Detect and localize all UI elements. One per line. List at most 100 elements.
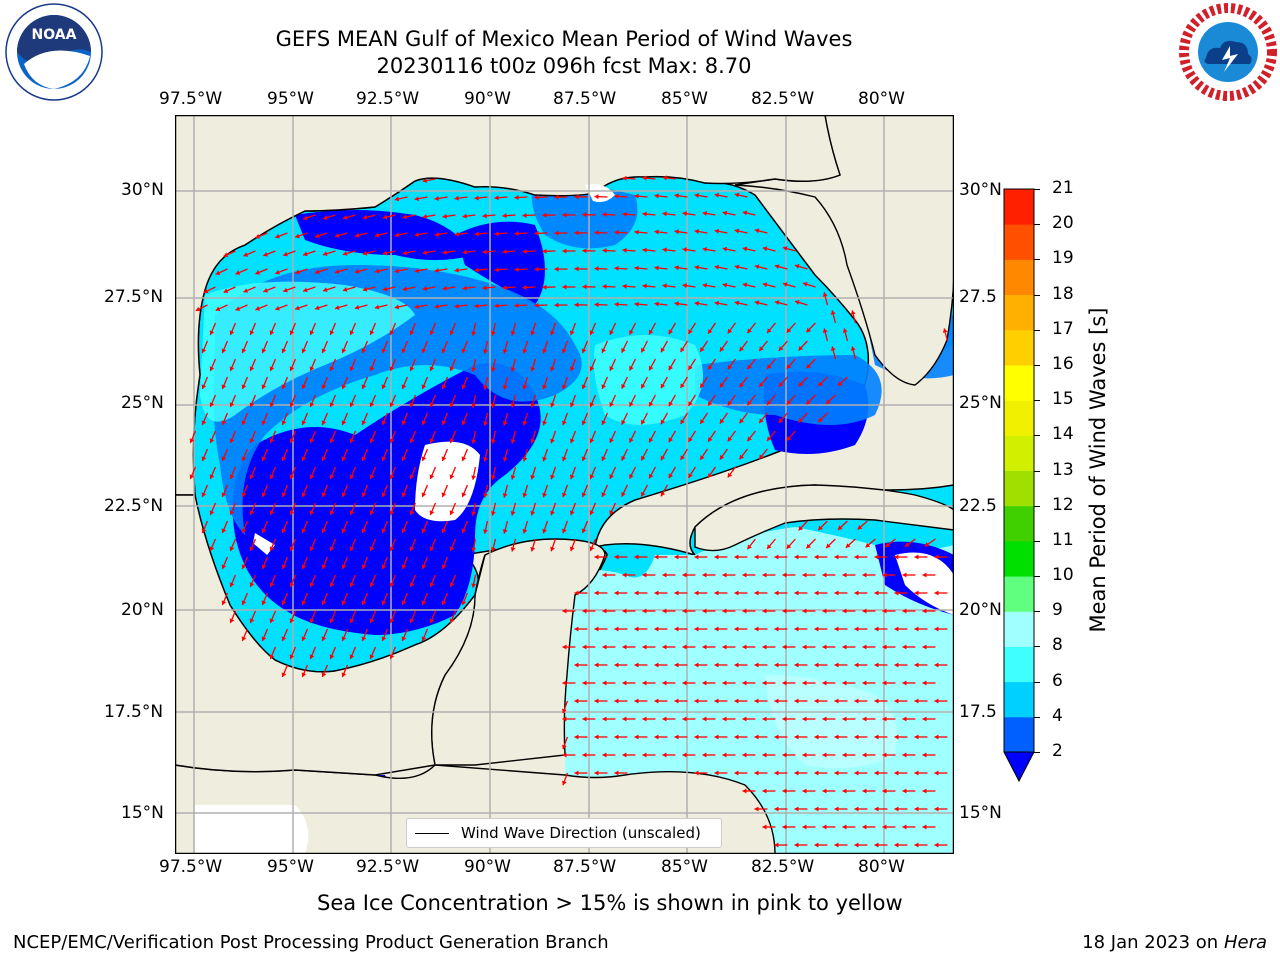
wind-wave-arrowhead (569, 474, 575, 480)
wind-wave-arrowhead (341, 420, 347, 425)
wind-wave-arrowhead (281, 528, 287, 533)
wind-wave-arrowhead (924, 542, 930, 547)
lat-label: 30°N (959, 180, 1002, 200)
wind-wave-arrowhead (263, 287, 268, 293)
wind-wave-arrowhead (602, 572, 607, 578)
wind-wave-arrowhead (295, 233, 300, 239)
wind-wave-arrowhead (874, 734, 879, 740)
wind-wave-arrowhead (614, 265, 619, 271)
wind-wave-arrowhead (762, 644, 767, 650)
wind-wave-arrowhead (574, 194, 579, 200)
wind-wave-arrowhead (289, 546, 295, 551)
wind-wave-arrowhead (582, 716, 587, 722)
wind-wave-arrowhead (249, 582, 255, 587)
wind-wave-arrowhead (894, 662, 899, 668)
wind-wave-arrowhead (530, 510, 536, 516)
wind-wave-arrowhead (349, 438, 355, 443)
wind-wave-arrowhead (441, 348, 447, 353)
wind-wave-arrowhead (409, 438, 415, 443)
wind-wave-arrowhead (654, 590, 659, 596)
wind-wave-arrowhead (374, 232, 380, 238)
wind-wave-arrowhead (688, 329, 693, 334)
wind-wave-arrowhead (742, 788, 747, 794)
wind-wave-arrowhead (602, 608, 607, 614)
wind-wave-arrowhead (660, 347, 666, 353)
wind-wave-arrowhead (609, 510, 614, 515)
wind-wave-arrowhead (522, 212, 527, 218)
wind-wave-arrowhead (904, 542, 910, 547)
wind-wave-arrowhead (714, 192, 720, 198)
wind-wave-arrowhead (369, 654, 375, 659)
wind-wave-arrowhead (369, 618, 375, 623)
wind-wave-arrowhead (934, 698, 939, 704)
noaa-logo-text: NOAA (32, 27, 77, 43)
period-band-6-8 (200, 281, 415, 422)
wind-wave-arrowhead (255, 306, 261, 311)
wind-wave-arrowhead (275, 305, 280, 311)
wind-wave-arrowhead (321, 456, 327, 461)
colorbar-segment (1004, 435, 1034, 471)
wind-wave-arrowhead (550, 510, 555, 516)
wind-wave-arrowhead (361, 600, 367, 605)
wind-wave-arrowhead (594, 770, 599, 776)
wind-wave-arrowhead (854, 842, 859, 848)
wind-wave-arrowhead (369, 546, 375, 551)
wind-wave-arrowhead (409, 402, 415, 407)
wind-wave-arrowhead (554, 230, 559, 236)
missing-data-patch (253, 533, 275, 555)
wind-wave-arrowhead (774, 300, 780, 306)
wind-wave-arrowhead (894, 770, 899, 776)
wind-wave-arrowhead (235, 270, 241, 275)
wind-wave-arrowhead (794, 554, 799, 560)
wind-wave-arrowhead (902, 572, 907, 578)
wind-wave-arrowhead (674, 554, 679, 560)
wind-wave-arrowhead (554, 266, 559, 272)
wind-wave-arrowhead (534, 302, 539, 308)
wind-wave-arrowhead (249, 402, 255, 407)
wind-wave-arrowhead (510, 511, 516, 516)
wind-wave-arrowhead (249, 546, 255, 551)
wind-wave-arrowhead (602, 716, 607, 722)
wind-wave-arrowhead (454, 303, 459, 309)
wind-wave-arrowhead (581, 420, 587, 426)
wind-wave-arrowhead (534, 230, 539, 236)
wind-wave-arrowhead (694, 193, 699, 198)
wind-wave-arrowhead (301, 528, 307, 533)
wind-wave-arrowhead (662, 608, 667, 614)
wind-wave-arrowhead (421, 456, 427, 461)
wind-wave-arrowhead (369, 402, 375, 407)
wind-wave-arrowhead (542, 456, 547, 462)
wind-wave-arrowhead (682, 644, 687, 650)
wind-wave-arrowhead (490, 439, 496, 444)
wind-wave-arrowhead (601, 492, 607, 497)
wind-wave-arrowhead (223, 252, 229, 257)
lon-label: 85°W (661, 89, 708, 109)
wind-wave-arrowhead (719, 418, 725, 424)
wind-wave-arrowhead (842, 572, 847, 578)
wind-wave-arrowhead (389, 474, 395, 479)
wind-wave-arrowhead (461, 456, 467, 461)
wind-wave-arrowhead (734, 698, 739, 704)
wind-wave-arrowhead (301, 564, 307, 569)
wind-wave-arrowhead (702, 752, 707, 758)
wind-wave-arrowhead (550, 366, 555, 372)
wind-wave-arrowhead (837, 381, 843, 386)
wind-wave-arrowhead (642, 283, 647, 289)
wind-wave-arrowhead (622, 716, 627, 722)
map-legend: Wind Wave Direction (unscaled) (406, 818, 722, 848)
wind-wave-arrowhead (914, 662, 919, 668)
wind-wave-arrowhead (409, 474, 415, 479)
wind-wave-arrowhead (694, 662, 699, 668)
wind-wave-arrowhead (323, 251, 328, 257)
wind-wave-arrowhead (674, 193, 679, 199)
wind-wave-arrowhead (641, 491, 646, 497)
wind-wave-arrowhead (421, 492, 427, 497)
wind-wave-arrowhead (530, 402, 536, 408)
wind-wave-arrowhead (642, 175, 647, 181)
wind-wave-arrowhead (429, 438, 435, 443)
wind-wave-arrowhead (934, 734, 939, 740)
colorbar-tick-label: 13 (1052, 459, 1074, 480)
wind-wave-arrowhead (802, 788, 807, 794)
wind-wave-arrowhead (542, 212, 547, 218)
wind-wave-arrowhead (362, 286, 368, 292)
